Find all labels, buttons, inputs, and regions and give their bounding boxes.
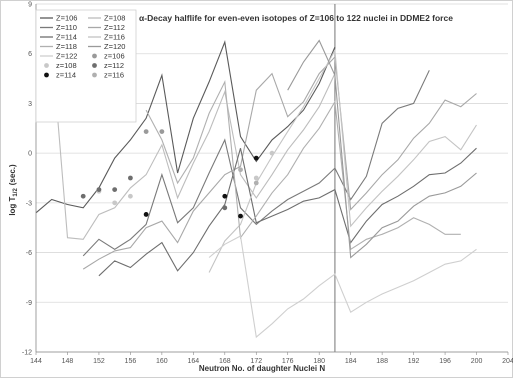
legend-point-swatch [92,53,97,59]
x-tick-label: 144 [30,358,42,365]
point-z114 [253,155,259,161]
series-line-z108 [51,45,336,240]
y-tick-label: -6 [26,250,32,257]
point-z108 [269,150,275,156]
legend: Z=106 Z=108 Z=110 Z=112 Z=114 Z=116 Z=118 Z=120… [35,9,137,123]
legend-label: z=114 [56,71,76,80]
y-axis-title-subscript: 1/2 [13,188,19,197]
point-z108 [112,200,118,206]
series-line-z110 [82,70,430,257]
x-axis-title: Neutron No. of daughter Nuclei N [199,364,325,373]
y-tick-label: -12 [22,350,32,357]
x-tick-labels: 144 148 152 156 160 164 168 172 176 180 184 188 192 1… [30,352,513,365]
legend-label: z=116 [104,71,124,80]
x-tick-label: 188 [376,358,388,365]
point-z114 [143,212,149,217]
legend-box [35,9,137,123]
point-z114 [222,193,228,199]
series-line-z106 [35,40,336,214]
y-tick-label: -3 [26,200,32,207]
point-z108 [127,193,133,199]
y-tick-label: 3 [28,101,32,108]
point-z106 [159,129,165,135]
point-z112 [96,187,102,193]
point-z112 [222,205,228,211]
series-line-z118 [145,79,461,251]
legend-label: Z=118 [56,42,77,51]
x-tick-label: 192 [408,358,420,365]
y-tick-label: 6 [28,51,32,58]
x-tick-label: 200 [471,358,483,365]
x-tick-label: 152 [93,358,105,365]
point-z108 [253,175,259,181]
point-z114 [238,213,243,219]
legend-label: z=106 [104,52,125,61]
x-tick-label: 172 [250,358,262,365]
legend-label: Z=106 [56,14,77,23]
x-tick-label: 176 [282,358,294,365]
legend-label: Z=114 [56,33,77,42]
x-tick-label: 156 [125,358,137,365]
legend-point-swatch [92,72,97,78]
point-z112 [127,175,133,181]
legend-label: Z=116 [104,33,125,42]
legend-label: Z=108 [104,14,125,23]
y-axis-title-unit: (sec.) [8,164,17,185]
legend-label: Z=120 [104,42,125,51]
x-tick-label: 180 [313,358,325,365]
series-line-z112 [82,55,477,270]
point-z112 [112,187,118,193]
series-lines [35,39,477,339]
series-line-z120 [287,39,477,259]
x-tick-label: 168 [219,358,231,365]
y-tick-labels: -12 -9 -6 -3 0 3 6 9 [22,2,32,357]
legend-label: z=108 [56,61,77,70]
point-z112 [80,193,86,199]
y-axis-title: log T1/2 (sec.) [8,164,19,216]
legend-point-swatch [44,63,49,68]
series-line-z114 [98,147,477,277]
x-tick-label: 160 [156,358,168,365]
point-z106 [143,129,149,135]
y-tick-label: 9 [28,2,32,9]
x-tick-label: 204 [502,358,513,365]
legend-point-swatch [92,63,97,68]
y-axis-title-main: log T [8,196,17,215]
legend-point-swatch [44,72,49,78]
legend-label: Z=122 [56,52,77,61]
series-line-z116 [208,48,477,273]
x-tick-label: 196 [439,358,451,365]
point-z116 [238,167,243,173]
y-tick-label: 0 [28,151,32,158]
scatter-points [80,129,275,219]
x-tick-label: 148 [62,358,74,365]
x-tick-label: 184 [345,358,357,365]
y-tick-label: -9 [26,300,32,307]
legend-label: Z=112 [104,23,125,32]
chart-title: α-Decay halflife for even-even isotopes … [139,13,453,23]
point-z116 [253,180,259,186]
legend-label: Z=110 [56,23,77,32]
x-tick-label: 164 [187,358,199,365]
legend-label: z=112 [104,61,124,70]
series-line-z122 [208,235,477,339]
